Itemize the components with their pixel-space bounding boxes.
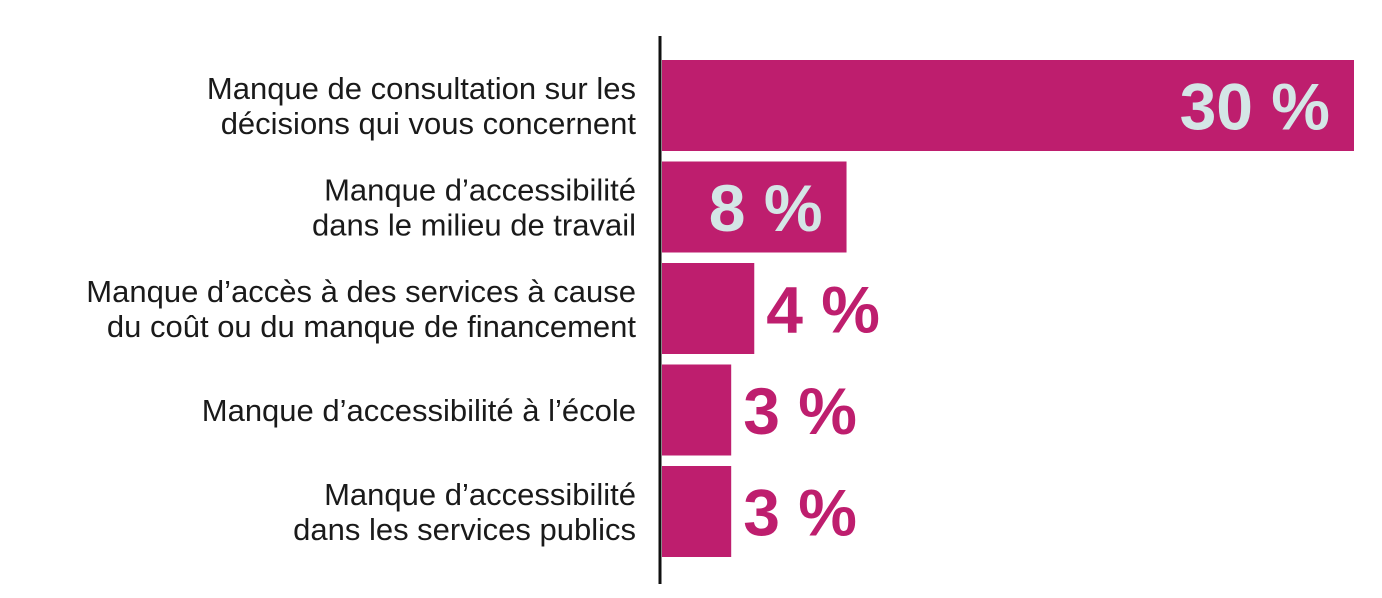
bar-1 — [662, 161, 847, 253]
category-label-1: Manque d’accessibilité dans le milieu de … — [312, 173, 636, 243]
category-label-line: Manque d’accessibilité — [324, 477, 636, 512]
category-label-line: Manque de consultation sur les — [207, 71, 636, 106]
category-label-line: dans les services publics — [293, 512, 636, 547]
bar-4 — [662, 466, 732, 557]
category-label-0: Manque de consultation sur les décisions … — [207, 71, 636, 141]
value-label-1: 8 % — [709, 171, 823, 245]
value-label-2: 4 % — [766, 273, 880, 347]
category-label-line: Manque d’accessibilité — [324, 173, 636, 208]
category-labels: Manque de consultation sur les décisions … — [86, 71, 636, 547]
value-label-4: 3 % — [743, 476, 857, 550]
category-label-2: Manque d’accès à des services à cause du … — [86, 274, 636, 344]
category-label-line: Manque d’accessibilité à l’école — [202, 393, 636, 428]
category-label-line: Manque d’accès à des services à cause — [86, 274, 636, 309]
category-label-line: décisions qui vous concernent — [221, 106, 637, 141]
value-labels: 30 % 8 % 4 % 3 % 3 % — [709, 70, 1330, 550]
category-label-line: du coût ou du manque de financement — [107, 309, 636, 344]
bar-3 — [662, 364, 732, 456]
bars-layer — [662, 60, 1354, 557]
category-label-3: Manque d’accessibilité à l’école — [202, 393, 636, 428]
bar-2 — [662, 263, 755, 354]
value-label-3: 3 % — [743, 374, 857, 448]
bar-0 — [662, 60, 1354, 151]
category-label-4: Manque d’accessibilité dans les services … — [293, 477, 636, 547]
value-label-0: 30 % — [1180, 70, 1330, 144]
category-label-line: dans le milieu de travail — [312, 208, 636, 243]
